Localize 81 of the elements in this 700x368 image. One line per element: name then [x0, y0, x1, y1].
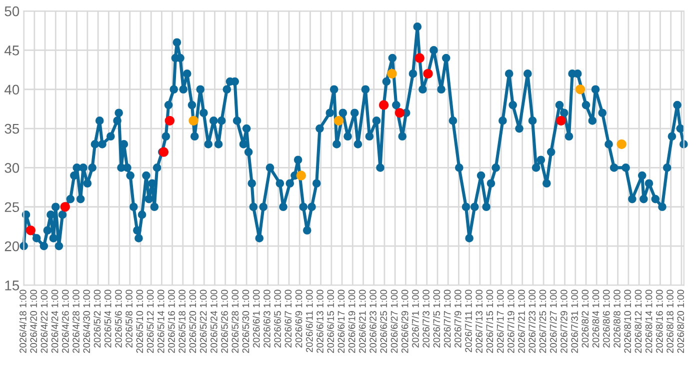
x-tick-label: 2026/7/25 1:00 [539, 290, 546, 353]
x-tick-label: 2026/8/2 1:00 [582, 290, 589, 348]
x-tick-label: 2026/8/12 1:00 [634, 290, 642, 353]
point [334, 116, 344, 126]
x-tick-label: 2026/4/28 1:00 [72, 290, 80, 353]
x-tick-label: 2026/8/6 1:00 [602, 290, 610, 348]
point [556, 116, 566, 126]
x-tick-label: 2026/7/1 1:00 [412, 290, 419, 348]
x-tick-label: 2026/8/10 1:00 [624, 290, 632, 353]
x-tick-label: 2026/5/4 1:00 [104, 290, 112, 348]
x-tick-label: 2026/6/15 1:00 [326, 290, 334, 353]
x-tick-label: 2026/4/20 1:00 [30, 290, 37, 353]
x-tick-label: 2026/7/9 1:00 [454, 290, 462, 348]
x-tick-label: 2026/4/18 1:00 [19, 290, 26, 353]
x-tick-label: 2026/6/1 1:00 [252, 290, 260, 348]
point [188, 116, 198, 126]
x-tick-label: 2026/7/15 1:00 [486, 290, 494, 353]
point [394, 108, 405, 118]
x-tick-label: 2026/8/20 1:00 [677, 290, 684, 353]
x-tick-label: 2026/8/18 1:00 [666, 290, 674, 353]
x-tick-label: 2026/7/27 1:00 [550, 290, 557, 353]
x-tick-label: 2026/7/19 1:00 [507, 290, 514, 353]
point [575, 84, 586, 94]
x-tick-label: 2026/5/26 1:00 [220, 290, 228, 353]
x-tick-label: 2026/7/31 1:00 [570, 290, 578, 353]
x-tick-label: 2026/5/2 1:00 [94, 290, 101, 348]
x-tick-label: 2026/6/25 1:00 [380, 290, 388, 353]
x-tick-label: 2026/6/27 1:00 [390, 290, 398, 353]
x-tick-label: 2026/6/3 1:00 [263, 290, 270, 348]
point [387, 68, 397, 79]
x-tick-label: 2026/5/14 1:00 [157, 290, 164, 353]
x-tick-label: 2026/7/11 1:00 [464, 290, 472, 352]
x-tick-label: 2026/5/12 1:00 [146, 290, 154, 353]
x-tick-label: 2026/8/8 1:00 [613, 290, 620, 348]
y-tick-label: 30 [4, 163, 20, 173]
x-tick-label: 2026/6/19 1:00 [348, 290, 356, 353]
x-tick-label: 2026/5/30 1:00 [242, 290, 250, 353]
x-tick-label: 2026/6/29 1:00 [401, 290, 408, 353]
x-tick-label: 2026/7/29 1:00 [560, 290, 568, 353]
x-tick-label: 2026/5/16 1:00 [168, 290, 175, 353]
x-tick-label: 2026/7/5 1:00 [433, 290, 440, 348]
y-tick-label: 50 [4, 6, 20, 16]
point [158, 147, 169, 157]
x-tick-label: 2026/5/6 1:00 [114, 290, 122, 348]
y-tick-label: 45 [4, 46, 20, 56]
x-tick-label: 2026/7/7 1:00 [444, 290, 451, 348]
x-tick-label: 2026/5/8 1:00 [125, 290, 132, 348]
x-tick-label: 2026/4/22 1:00 [40, 290, 48, 353]
point [164, 116, 175, 126]
x-tick-label: 2026/6/11 1:00 [306, 290, 313, 352]
x-tick-label: 2026/6/13 1:00 [316, 290, 324, 353]
y-tick-label: 20 [4, 241, 20, 252]
x-tick-label: 2026/4/24 1:00 [51, 290, 58, 353]
x-tick-label: 2026/4/30 1:00 [82, 290, 90, 353]
x-tick-label: 2026/7/13 1:00 [475, 290, 482, 353]
x-tick-label: 2026/8/4 1:00 [592, 290, 600, 348]
x-tick-label: 2026/6/23 1:00 [369, 290, 376, 353]
x-tick-label: 2026/6/21 1:00 [358, 290, 366, 353]
x-tick-label: 2026/6/17 1:00 [338, 290, 345, 353]
x-tick-label: 2026/7/17 1:00 [496, 290, 504, 353]
x-tick-label: 2026/6/5 1:00 [274, 290, 281, 348]
x-tick-label: 2026/7/23 1:00 [528, 290, 536, 353]
x-tick-label: 2026/5/20 1:00 [189, 290, 196, 353]
y-tick-label: 35 [4, 124, 20, 134]
x-tick-label: 2026/5/28 1:00 [231, 290, 239, 353]
x-tick-label: 2026/5/10 1:00 [136, 290, 144, 353]
y-tick-label: 15 [5, 280, 20, 290]
x-tick-label: 2026/7/3 1:00 [422, 290, 430, 348]
x-tick-label: 2026/7/21 1:00 [518, 290, 525, 353]
x-tick-label: 2026/5/22 1:00 [200, 290, 207, 353]
x-tick-label: 2026/6/9 1:00 [295, 290, 302, 348]
point [296, 170, 306, 180]
x-tick-label: 2026/5/24 1:00 [210, 290, 218, 353]
y-tick-label: 25 [4, 202, 20, 212]
point [616, 139, 626, 150]
x-tick-label: 2026/8/14 1:00 [645, 290, 652, 353]
x-tick-label: 2026/5/18 1:00 [178, 290, 186, 353]
y-tick-label: 40 [4, 84, 20, 95]
x-tick-label: 2026/8/16 1:00 [656, 290, 663, 353]
x-tick-label: 2026/4/26 1:00 [62, 290, 69, 353]
x-tick-label: 2026/6/7 1:00 [284, 290, 292, 348]
